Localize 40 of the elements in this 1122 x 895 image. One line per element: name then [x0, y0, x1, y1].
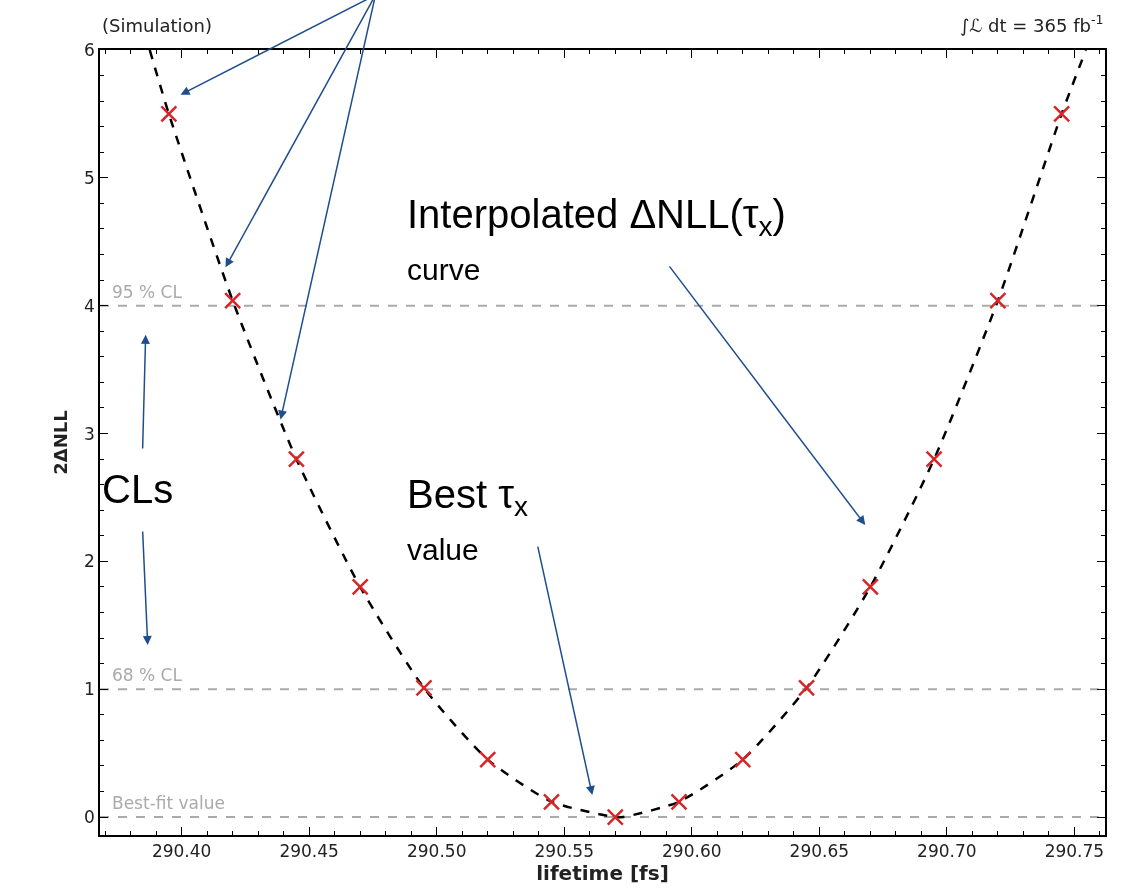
ref-line-label: 95 % CL — [112, 282, 183, 302]
y-tick-label: 4 — [84, 295, 95, 316]
y-tick-label: 6 — [84, 39, 95, 60]
point — [606, 808, 624, 826]
point — [797, 679, 816, 697]
y-tick-label: 0 — [84, 807, 95, 828]
point — [734, 750, 752, 769]
y-tick-label: 3 — [84, 423, 95, 444]
x-tick-label: 290.45 — [279, 841, 339, 862]
point — [670, 793, 688, 811]
y-tick-label: 1 — [84, 679, 95, 700]
y-axis-title: 2ΔNLL — [49, 410, 71, 475]
point — [925, 450, 943, 468]
x-tick-label: 290.55 — [534, 841, 594, 862]
x-axis-title: lifetime [fs] — [536, 861, 669, 886]
point — [160, 105, 178, 123]
text: Interpolated ΔNLL(τ$_{x}$) curve — [407, 192, 786, 286]
point — [542, 793, 561, 811]
ref-line-label: Best-fit value — [112, 793, 225, 813]
point — [351, 578, 369, 596]
annotation: CLs — [102, 467, 174, 511]
ref-line-label: 68 % CL — [112, 665, 183, 685]
y-tick-label: 2 — [84, 551, 95, 572]
point — [415, 679, 433, 697]
y-tick-label: 5 — [84, 167, 95, 188]
x-tick-label: 290.50 — [406, 841, 467, 862]
text: Best τ$_{x}$ value — [407, 472, 528, 566]
point — [287, 450, 306, 468]
point — [1052, 105, 1071, 123]
x-tick-label: 290.75 — [1044, 841, 1105, 862]
x-tick-label: 290.40 — [151, 841, 212, 862]
text: ∫ℒ dt = 365 fb$^{-1}$ — [960, 12, 1104, 36]
x-tick-label: 290.60 — [662, 841, 722, 862]
point — [989, 291, 1007, 310]
point — [861, 578, 880, 596]
x-tick-label: 290.65 — [789, 841, 850, 862]
point — [478, 750, 497, 769]
x-tick-label: 290.70 — [917, 841, 977, 862]
point — [223, 291, 242, 310]
text: (Simulation) — [102, 15, 212, 36]
